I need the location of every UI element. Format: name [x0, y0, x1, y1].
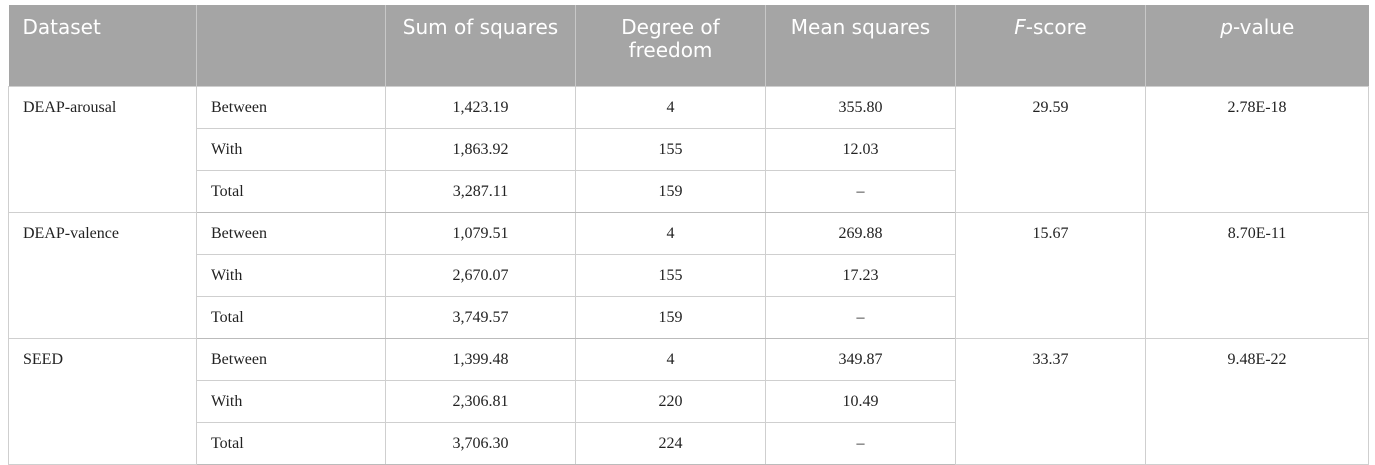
cell: With [196, 380, 386, 423]
cell: 1,399.48 [385, 338, 576, 381]
cell: 4 [575, 338, 766, 381]
cell: – [765, 170, 956, 213]
cell: With [196, 254, 386, 297]
cell: Between [196, 338, 386, 381]
cell: With [196, 128, 386, 171]
p-value-cell: 9.48E-22 [1145, 338, 1369, 465]
cell: 3,749.57 [385, 296, 576, 339]
table-body: DEAP-arousal Between 1,423.19 4 355.80 29.59 2… [8, 86, 1369, 465]
cell: 220 [575, 380, 766, 423]
cell: 1,863.92 [385, 128, 576, 171]
header-cell [196, 5, 386, 87]
dataset-cell: DEAP-valence [8, 212, 197, 339]
cell: 3,287.11 [385, 170, 576, 213]
header-cell: F-score [955, 5, 1146, 87]
header-cell: Degree of freedom [575, 5, 766, 87]
table-row: Total 3,287.11 159– [9, 170, 1369, 213]
cell: 269.88 [765, 212, 956, 255]
header-cell: p-value [1145, 5, 1369, 87]
cell: 159 [575, 296, 766, 339]
cell: 4 [575, 212, 766, 255]
header-row: Dataset Sum of squares Degree of freedom… [8, 5, 1369, 87]
cell: 355.80 [765, 86, 956, 129]
f-score-cell: 33.37 [955, 338, 1146, 465]
header-cell: Mean squares [765, 5, 956, 87]
cell: 1,423.19 [385, 86, 576, 129]
cell: – [765, 422, 956, 465]
cell: 3,706.30 [385, 422, 576, 465]
table-row: With 1,863.92 155 12.03 [9, 128, 1369, 171]
cell: Total [196, 170, 386, 213]
table-row: DEAP-arousal Between 1,423.19 4 355.80 29.59 2… [8, 86, 1369, 213]
cell: 2,306.81 [385, 380, 576, 423]
cell: 1,079.51 [385, 212, 576, 255]
table-row: DEAP-valence Between 1,079.51 4 269.88 15.67 8… [8, 212, 1369, 339]
cell: 2,670.07 [385, 254, 576, 297]
p-value-cell: 2.78E-18 [1145, 86, 1369, 213]
header-cell: Dataset [8, 5, 197, 87]
header-cell: Sum of squares [385, 5, 576, 87]
f-score-cell: 15.67 [955, 212, 1146, 339]
cell: 159 [575, 170, 766, 213]
cell: 4 [575, 86, 766, 129]
dataset-cell: SEED [8, 338, 197, 465]
f-score-cell: 29.59 [955, 86, 1146, 213]
cell: 155 [575, 128, 766, 171]
table-row: With 2,670.07 155 17.23 [9, 254, 1369, 297]
cell: 349.87 [765, 338, 956, 381]
table-row: SEED Between 1,399.48 4 349.87 33.37 9.48E-22 [8, 338, 1369, 465]
cell: – [765, 296, 956, 339]
cell: 10.49 [765, 380, 956, 423]
table-row: With 2,306.81 220 10.49 [9, 380, 1369, 423]
cell: Between [196, 86, 386, 129]
cell: 12.03 [765, 128, 956, 171]
table-row: Total 3,706.30 224– [9, 422, 1369, 465]
cell: Total [196, 296, 386, 339]
cell: 224 [575, 422, 766, 465]
dataset-cell: DEAP-arousal [8, 86, 197, 213]
cell: 17.23 [765, 254, 956, 297]
p-value-cell: 8.70E-11 [1145, 212, 1369, 339]
cell: Between [196, 212, 386, 255]
cell: Total [196, 422, 386, 465]
cell: 155 [575, 254, 766, 297]
anova-table: Dataset Sum of squares Degree of freedom… [8, 5, 1369, 465]
